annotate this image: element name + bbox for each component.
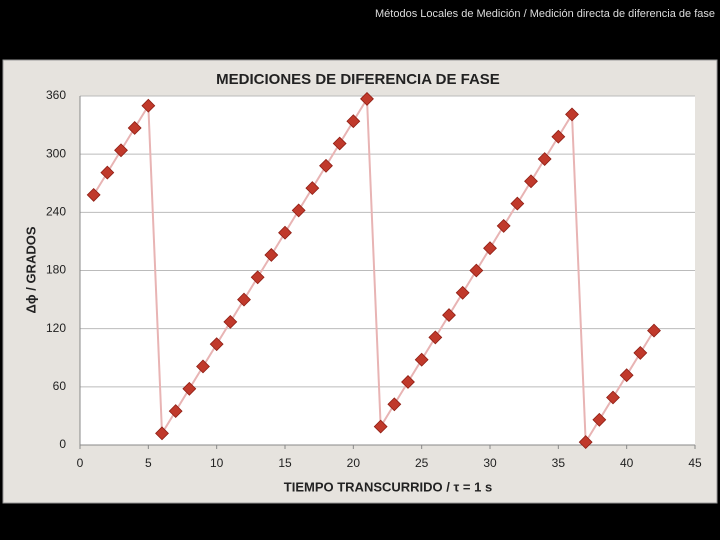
marker [510, 196, 525, 211]
marker [168, 404, 183, 418]
chart-title: MEDICIONES DE DIFERENCIA DE FASE [216, 71, 500, 88]
x-tick-label: 30 [483, 456, 497, 470]
marker [319, 158, 333, 173]
marker [155, 426, 169, 441]
marker [633, 345, 648, 360]
marker [264, 248, 279, 262]
marker [428, 330, 443, 345]
y-tick-label: 300 [46, 146, 66, 160]
x-tick-label: 35 [552, 456, 566, 470]
marker [250, 270, 265, 285]
x-tick-label: 20 [347, 456, 361, 470]
marker [86, 187, 101, 202]
marker [387, 397, 402, 412]
marker [346, 114, 361, 129]
marker [442, 308, 456, 323]
marker [182, 381, 197, 396]
marker [291, 203, 306, 218]
marker [237, 292, 251, 307]
x-tick-label: 25 [415, 456, 429, 470]
marker [469, 263, 484, 278]
marker [483, 241, 497, 256]
marker [332, 136, 347, 151]
y-tick-label: 360 [46, 88, 66, 102]
y-tick-label: 0 [59, 437, 66, 451]
marker [455, 285, 470, 300]
marker [401, 375, 415, 389]
x-tick-label: 0 [77, 456, 84, 470]
marker [414, 352, 429, 367]
x-tick-label: 45 [688, 456, 702, 470]
marker [360, 91, 374, 106]
y-tick-label: 60 [53, 379, 67, 393]
marker [496, 218, 511, 233]
x-axis-label: TIEMPO TRANSCURRIDO / τ = 1 s [284, 479, 492, 494]
y-axis-label: Δϕ / GRADOS [23, 226, 38, 313]
marker [647, 323, 661, 338]
marker [551, 129, 566, 144]
y-tick-label: 240 [46, 205, 66, 219]
marker [196, 359, 210, 374]
x-tick-label: 15 [278, 456, 292, 470]
marker [592, 412, 607, 427]
marker [100, 165, 115, 180]
marker [619, 368, 634, 383]
x-tick-label: 5 [145, 456, 152, 470]
marker [578, 435, 593, 450]
marker [524, 174, 538, 189]
marker [127, 121, 142, 135]
marker [537, 152, 552, 166]
marker [565, 107, 579, 122]
marker [305, 181, 320, 196]
slide-header: Métodos Locales de Medición / Medición d… [375, 8, 715, 20]
marker [114, 143, 128, 158]
marker [209, 337, 224, 352]
x-tick-label: 10 [210, 456, 224, 470]
marker [373, 419, 388, 434]
marker [606, 390, 620, 405]
y-tick-label: 180 [46, 263, 66, 277]
x-tick-label: 40 [620, 456, 634, 470]
y-tick-label: 120 [46, 321, 66, 335]
marker [278, 225, 292, 240]
marker [141, 98, 156, 113]
marker [223, 314, 238, 329]
